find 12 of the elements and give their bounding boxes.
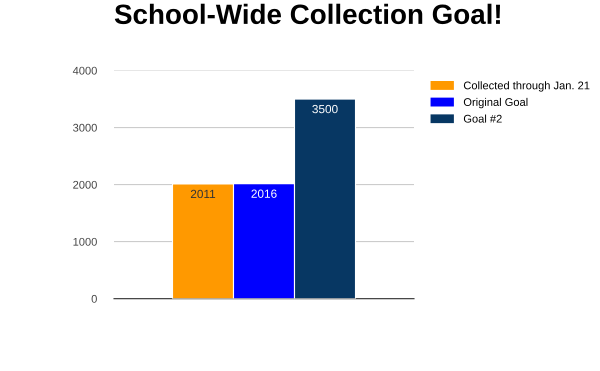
legend-label: Collected through Jan. 21	[464, 81, 590, 92]
y-tick-label: 0	[92, 294, 97, 303]
y-tick-label: 3000	[73, 124, 97, 132]
data-label: 3500	[312, 104, 338, 114]
data-label: 2016	[251, 190, 277, 198]
data-label: 2011	[190, 190, 216, 198]
legend-label: Goal #2	[464, 114, 502, 123]
y-tick-label: 2000	[73, 180, 97, 189]
y-tick-label: 1000	[73, 238, 97, 246]
chart-title: School-Wide Collection Goal!	[114, 4, 500, 24]
legend-label: Original Goal	[464, 98, 528, 108]
y-tick-label: 4000	[72, 66, 97, 75]
